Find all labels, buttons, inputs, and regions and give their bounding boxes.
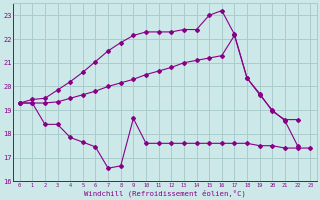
- X-axis label: Windchill (Refroidissement éolien,°C): Windchill (Refroidissement éolien,°C): [84, 189, 246, 197]
